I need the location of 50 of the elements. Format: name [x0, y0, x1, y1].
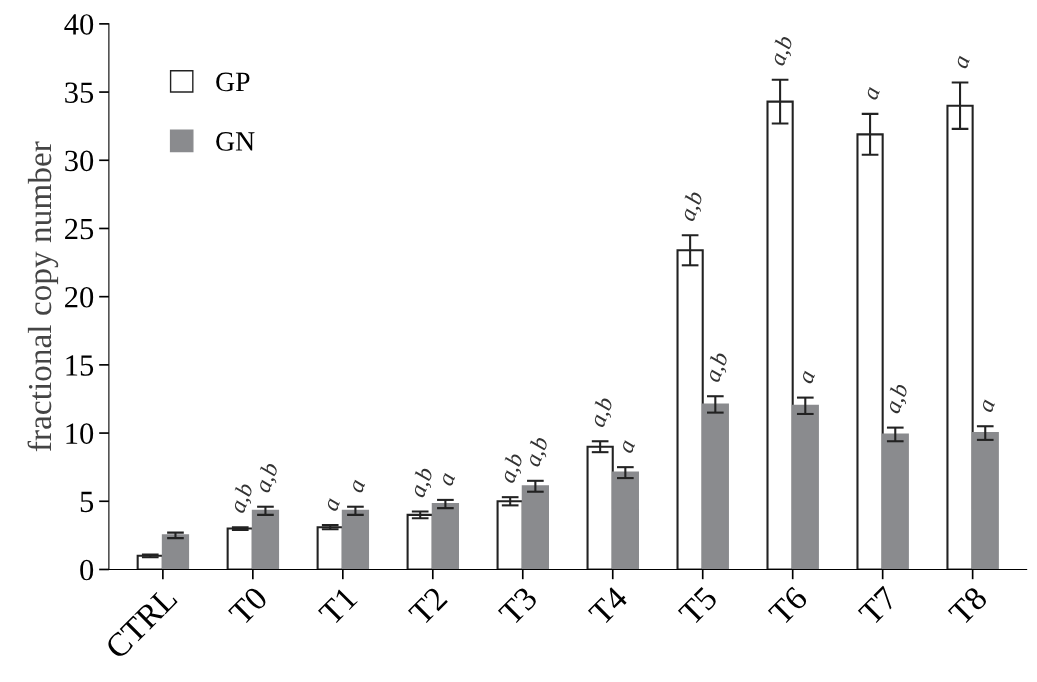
y-tick-label: 10: [66, 423, 94, 444]
bar: [341, 509, 370, 570]
x-tick-label: T2: [407, 586, 448, 627]
y-tick-label: 15: [66, 355, 94, 376]
y-tick-label: 20: [65, 286, 94, 308]
bar: [316, 526, 344, 570]
y-tick-label: 0: [80, 559, 94, 581]
data-label: a,b: [703, 350, 732, 384]
x-tick-label: T1: [317, 586, 358, 627]
data-label: a: [955, 55, 971, 70]
bar: [251, 509, 280, 570]
data-label: a,b: [768, 34, 797, 68]
y-tick-label: 5: [80, 491, 94, 513]
bar: [406, 513, 434, 570]
data-label: a,b: [883, 382, 912, 416]
bar: [521, 485, 549, 570]
data-label: a,b: [408, 466, 437, 500]
y-tick-label: 25: [65, 218, 94, 240]
data-label: a: [326, 498, 341, 512]
data-label: a,b: [678, 189, 707, 224]
x-tick-label: T0: [227, 585, 269, 627]
data-label: a: [801, 370, 816, 385]
data-label: a: [441, 473, 456, 487]
bar: [701, 403, 729, 570]
bar: [586, 445, 614, 570]
bar: [611, 471, 639, 570]
data-label: a: [621, 440, 636, 454]
data-label: a: [351, 479, 366, 494]
y-tick-label: 35: [65, 82, 94, 103]
x-tick-label: T4: [587, 585, 629, 627]
x-tick-label: T6: [767, 585, 809, 627]
legend-label: GP: [216, 72, 250, 92]
bar: [971, 432, 999, 570]
bar: [431, 502, 460, 570]
data-label: a: [981, 399, 996, 413]
x-tick-label: T8: [947, 585, 989, 627]
bar: [161, 534, 190, 570]
data-label: a: [865, 87, 881, 101]
data-label: a,b: [588, 395, 617, 429]
bar: [496, 500, 524, 570]
x-tick-label: T5: [677, 585, 719, 627]
bar: [791, 404, 819, 570]
y-tick-label: 30: [65, 150, 94, 172]
bar: [226, 527, 254, 570]
y-axis-title: fractional copy number: [27, 141, 59, 452]
bar: [881, 433, 909, 570]
x-tick-label: T3: [497, 585, 539, 627]
legend-label: GN: [216, 132, 255, 151]
x-tick-label: T7: [857, 585, 899, 627]
y-tick-label: 40: [64, 14, 94, 35]
